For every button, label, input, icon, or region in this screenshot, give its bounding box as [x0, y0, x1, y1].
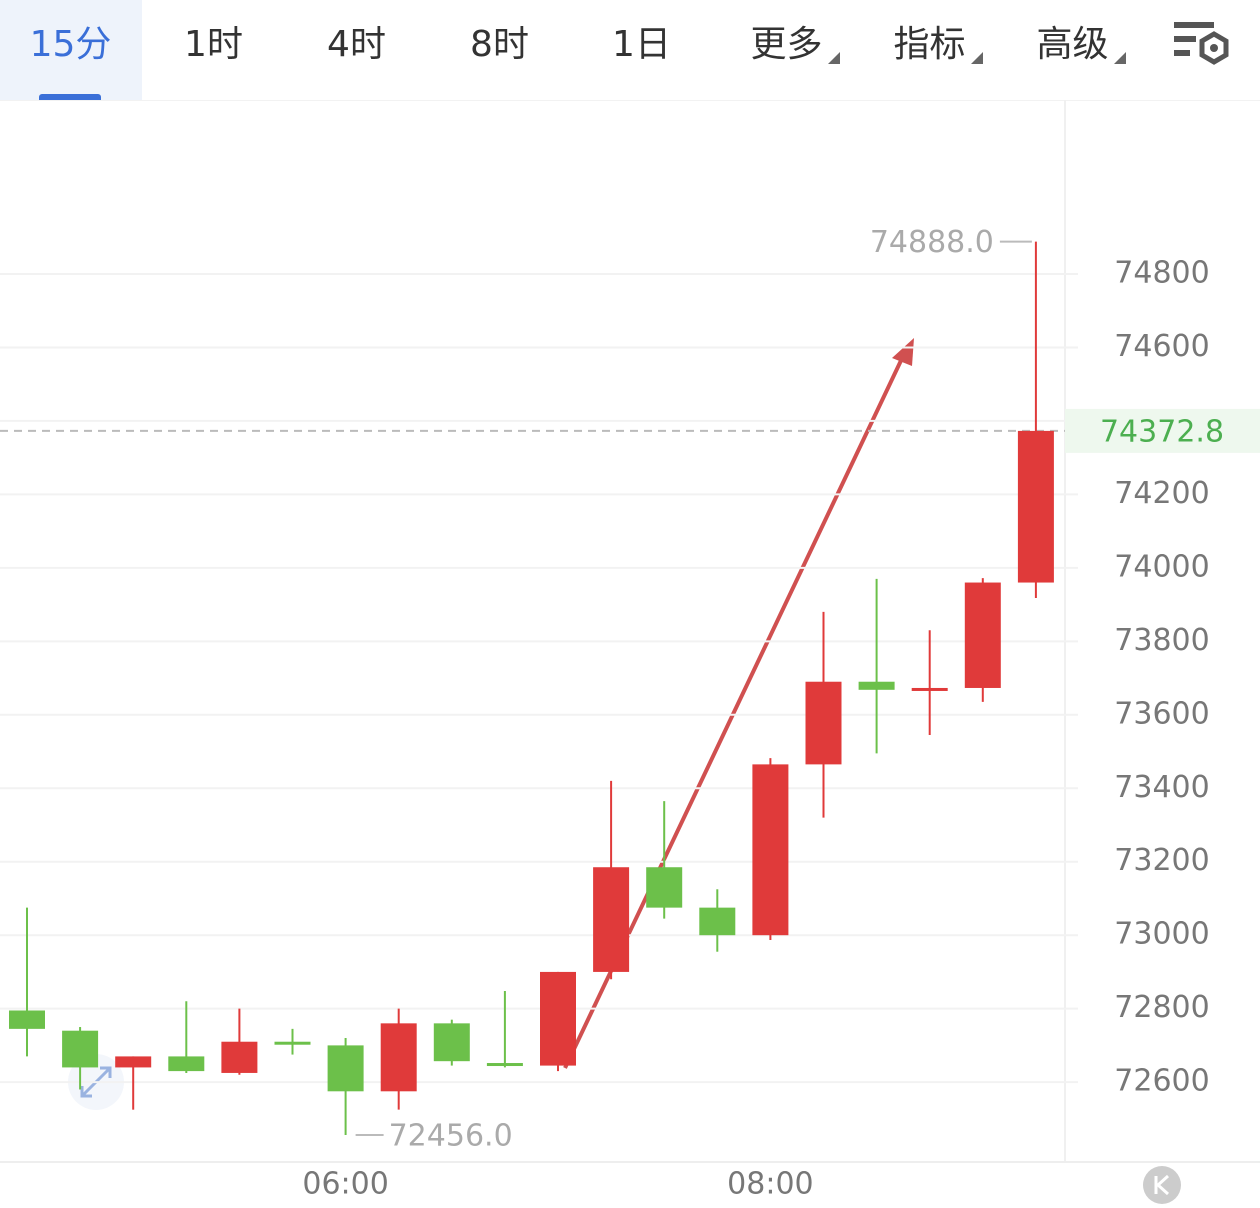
- tab-bar: 15分 1时 4时 8时 1日 更多 指标 高级: [0, 0, 1260, 101]
- candle-body: [911, 687, 948, 691]
- settings-icon[interactable]: [1170, 18, 1230, 70]
- tab[interactable]: 4时: [327, 24, 386, 65]
- x-tick-label: 08:00: [727, 1167, 813, 1202]
- candle-body: [699, 907, 736, 936]
- dropdown-caret: [971, 52, 983, 64]
- candle-body: [593, 867, 630, 972]
- tab[interactable]: 指标: [858, 0, 1001, 100]
- chart: 72600 72800 73000 73200 73400 73600 73800 74000…: [0, 100, 1260, 1204]
- extreme-label: 72456.0: [389, 1119, 513, 1154]
- x-tick-label: 06:00: [302, 1167, 388, 1202]
- tab[interactable]: 更多: [715, 0, 858, 100]
- extreme-label: 74888.0: [870, 225, 994, 260]
- candle-body: [62, 1030, 99, 1068]
- y-tick-label: 73600: [1114, 696, 1209, 731]
- y-tick-label: 74800: [1114, 255, 1209, 290]
- candle-body: [433, 1023, 470, 1062]
- y-tick-label: 74600: [1114, 329, 1209, 364]
- candle-body: [168, 1056, 205, 1072]
- tab[interactable]: 15分: [0, 0, 142, 100]
- candle-body: [964, 582, 1001, 688]
- last-price-bg: [1065, 408, 1260, 453]
- tab[interactable]: 1时: [184, 24, 243, 65]
- dropdown-caret: [828, 52, 840, 64]
- k-badge[interactable]: [1143, 1166, 1181, 1204]
- candle-body: [9, 1010, 45, 1029]
- y-tick-label: 74000: [1114, 549, 1209, 584]
- y-tick-label: 73200: [1114, 843, 1209, 878]
- candle-body: [1017, 430, 1054, 583]
- y-tick-label: 72800: [1114, 990, 1209, 1025]
- y-tick-label: 74200: [1114, 476, 1209, 511]
- candle-body: [221, 1041, 258, 1073]
- candle-body: [646, 867, 683, 908]
- y-tick-label: 72600: [1114, 1064, 1209, 1099]
- candle-body: [858, 681, 895, 690]
- candle-body: [805, 681, 842, 765]
- candle-body: [115, 1056, 152, 1068]
- candle-body: [327, 1045, 364, 1092]
- candle-body: [380, 1023, 417, 1092]
- last-price-label: 74372.8: [1100, 414, 1224, 449]
- tab[interactable]: 高级: [1001, 0, 1144, 100]
- candle-body: [752, 764, 789, 936]
- candle-body: [274, 1041, 311, 1045]
- candle-body: [486, 1063, 523, 1067]
- y-tick-label: 73400: [1114, 770, 1209, 805]
- tab[interactable]: 8时: [470, 24, 529, 65]
- y-tick-label: 73000: [1114, 917, 1209, 952]
- candle-body: [540, 971, 576, 1066]
- tab[interactable]: 1日: [612, 24, 671, 65]
- y-tick-label: 73800: [1114, 623, 1209, 658]
- dropdown-caret: [1114, 52, 1126, 64]
